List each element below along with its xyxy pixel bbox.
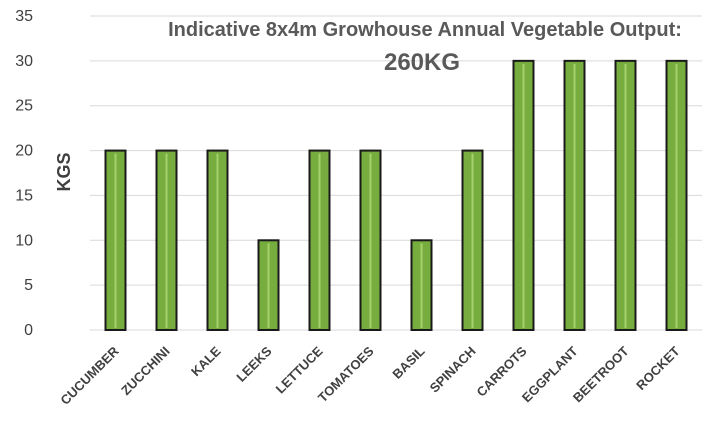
y-axis-ticks: 0 5 10 15 20 25 30 35 <box>15 8 33 339</box>
y-tick-label: 0 <box>24 322 33 339</box>
y-tick-label: 10 <box>15 232 33 249</box>
gridlines <box>90 15 702 331</box>
x-tick-label: ROCKET <box>633 343 682 392</box>
chart-subtitle: 260KG <box>384 49 460 76</box>
y-tick-label: 25 <box>15 98 33 115</box>
chart-title: Indicative 8x4m Growhouse Annual Vegetab… <box>168 19 682 41</box>
x-tick-label: LEEKS <box>233 343 274 384</box>
y-tick-label: 5 <box>24 277 33 294</box>
y-axis-label: KGS <box>54 152 74 191</box>
x-tick-label: TOMATOES <box>315 343 377 405</box>
x-tick-label: SPINACH <box>427 344 479 396</box>
x-tick-label: ZUCCHINI <box>118 344 173 399</box>
bars <box>104 59 688 332</box>
y-tick-label: 20 <box>15 143 33 160</box>
x-tick-label: BASIL <box>389 343 427 381</box>
x-tick-label: CUCUMBER <box>57 343 122 408</box>
y-tick-label: 15 <box>15 187 33 204</box>
x-tick-label: LETTUCE <box>273 343 326 396</box>
x-tick-label: KALE <box>188 343 224 379</box>
y-tick-label: 30 <box>15 53 33 70</box>
y-tick-label: 35 <box>15 8 33 25</box>
